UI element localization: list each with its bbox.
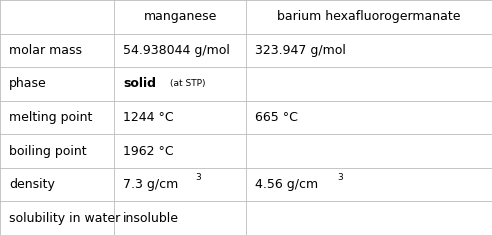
Text: barium hexafluorogermanate: barium hexafluorogermanate <box>277 10 461 23</box>
Text: (at STP): (at STP) <box>170 79 205 88</box>
Text: phase: phase <box>9 77 47 90</box>
Text: molar mass: molar mass <box>9 44 82 57</box>
Text: 665 °C: 665 °C <box>255 111 298 124</box>
Text: 54.938044 g/mol: 54.938044 g/mol <box>123 44 230 57</box>
Text: solid: solid <box>123 77 156 90</box>
Text: solubility in water: solubility in water <box>9 212 120 225</box>
Text: 4.56 g/cm: 4.56 g/cm <box>255 178 318 191</box>
Text: density: density <box>9 178 55 191</box>
Text: 7.3 g/cm: 7.3 g/cm <box>123 178 178 191</box>
Text: manganese: manganese <box>143 10 217 23</box>
Text: boiling point: boiling point <box>9 145 87 158</box>
Text: 1962 °C: 1962 °C <box>123 145 174 158</box>
Text: melting point: melting point <box>9 111 92 124</box>
Text: 3: 3 <box>195 173 201 182</box>
Text: insoluble: insoluble <box>123 212 179 225</box>
Text: 1244 °C: 1244 °C <box>123 111 174 124</box>
Text: 3: 3 <box>338 173 343 182</box>
Text: 323.947 g/mol: 323.947 g/mol <box>255 44 346 57</box>
